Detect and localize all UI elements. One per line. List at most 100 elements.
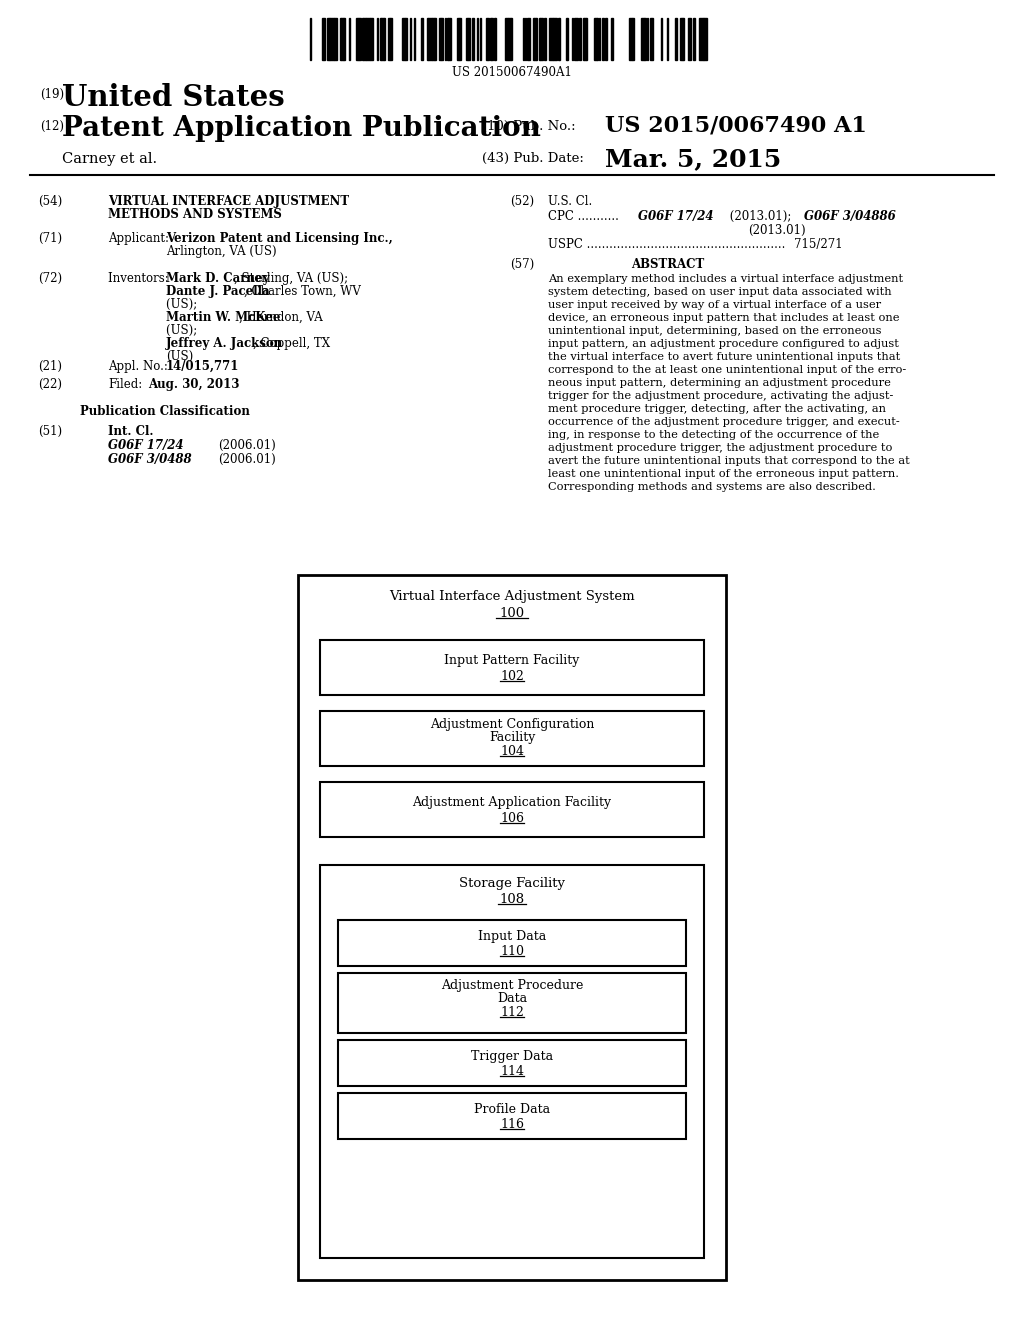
Bar — [584, 18, 586, 59]
Bar — [466, 18, 468, 59]
Bar — [486, 18, 489, 59]
Bar — [605, 18, 607, 59]
Text: 104: 104 — [500, 744, 524, 758]
Text: 112: 112 — [500, 1006, 524, 1019]
Text: the virtual interface to avert future unintentional inputs that: the virtual interface to avert future un… — [548, 352, 900, 362]
Text: METHODS AND SYSTEMS: METHODS AND SYSTEMS — [108, 209, 282, 220]
Bar — [549, 18, 553, 59]
Bar — [594, 18, 597, 59]
Bar — [366, 18, 370, 59]
Text: Adjustment Application Facility: Adjustment Application Facility — [413, 796, 611, 809]
Text: Filed:: Filed: — [108, 378, 142, 391]
Text: Profile Data: Profile Data — [474, 1104, 550, 1115]
Text: (19): (19) — [40, 88, 65, 102]
Text: (2006.01): (2006.01) — [218, 440, 275, 451]
Text: Trigger Data: Trigger Data — [471, 1049, 553, 1063]
Bar — [705, 18, 707, 59]
Text: ment procedure trigger, detecting, after the activating, an: ment procedure trigger, detecting, after… — [548, 404, 886, 414]
Bar — [540, 18, 543, 59]
Text: unintentional input, determining, based on the erroneous: unintentional input, determining, based … — [548, 326, 882, 337]
Bar — [699, 18, 703, 59]
Bar — [341, 18, 343, 59]
Text: (12): (12) — [40, 120, 63, 133]
Text: Patent Application Publication: Patent Application Publication — [62, 115, 541, 143]
Bar — [322, 18, 325, 59]
Text: Martin W. McKee: Martin W. McKee — [166, 312, 281, 323]
Text: Inventors:: Inventors: — [108, 272, 172, 285]
Text: occurrence of the adjustment procedure trigger, and execut-: occurrence of the adjustment procedure t… — [548, 417, 900, 426]
Text: Appl. No.:: Appl. No.: — [108, 360, 172, 374]
Text: (72): (72) — [38, 272, 62, 285]
Text: CPC ...........: CPC ........... — [548, 210, 623, 223]
Text: (US);: (US); — [166, 323, 201, 337]
Bar — [468, 18, 470, 59]
Text: Mar. 5, 2015: Mar. 5, 2015 — [605, 147, 781, 172]
Bar — [650, 18, 653, 59]
Bar — [381, 18, 384, 59]
Bar — [505, 18, 508, 59]
Bar — [432, 18, 434, 59]
Text: input pattern, an adjustment procedure configured to adjust: input pattern, an adjustment procedure c… — [548, 339, 899, 348]
Bar — [441, 18, 443, 59]
Text: device, an erroneous input pattern that includes at least one: device, an erroneous input pattern that … — [548, 313, 899, 323]
Text: 110: 110 — [500, 945, 524, 958]
Bar — [490, 18, 493, 59]
Bar — [330, 18, 334, 59]
Text: Verizon Patent and Licensing Inc.,: Verizon Patent and Licensing Inc., — [166, 232, 393, 246]
Text: Publication Classification: Publication Classification — [80, 405, 250, 418]
Bar — [602, 18, 604, 59]
Text: Corresponding methods and systems are also described.: Corresponding methods and systems are al… — [548, 482, 876, 492]
Bar — [553, 18, 557, 59]
Text: Jeffrey A. Jackson: Jeffrey A. Jackson — [166, 337, 284, 350]
Text: VIRTUAL INTERFACE ADJUSTMENT: VIRTUAL INTERFACE ADJUSTMENT — [108, 195, 349, 209]
Bar — [362, 18, 366, 59]
Text: (22): (22) — [38, 378, 62, 391]
Text: (US): (US) — [166, 350, 194, 363]
Text: , Sterling, VA (US);: , Sterling, VA (US); — [233, 272, 348, 285]
Text: (2013.01): (2013.01) — [748, 224, 806, 238]
Text: neous input pattern, determining an adjustment procedure: neous input pattern, determining an adju… — [548, 378, 891, 388]
Bar — [457, 18, 459, 59]
Bar — [428, 18, 432, 59]
Bar — [338, 1040, 686, 1086]
Bar — [334, 18, 337, 59]
Text: (71): (71) — [38, 232, 62, 246]
Bar — [338, 1093, 686, 1139]
Text: Aug. 30, 2013: Aug. 30, 2013 — [148, 378, 240, 391]
Text: Data: Data — [497, 993, 527, 1005]
Text: USPC .....................................................: USPC ...................................… — [548, 238, 785, 251]
Bar — [641, 18, 644, 59]
Text: US 2015/0067490 A1: US 2015/0067490 A1 — [605, 115, 867, 137]
Bar — [319, 781, 705, 837]
Text: Input Pattern Facility: Input Pattern Facility — [444, 653, 580, 667]
Bar — [298, 576, 726, 1280]
Text: (52): (52) — [510, 195, 535, 209]
Bar — [459, 18, 461, 59]
Bar — [319, 711, 705, 766]
Bar — [359, 18, 361, 59]
Text: Arlington, VA (US): Arlington, VA (US) — [166, 246, 276, 257]
Text: (2006.01): (2006.01) — [218, 453, 275, 466]
Bar — [388, 18, 390, 59]
Text: 100: 100 — [500, 607, 524, 620]
Text: U.S. Cl.: U.S. Cl. — [548, 195, 592, 209]
Bar — [319, 640, 705, 696]
Text: 14/015,771: 14/015,771 — [166, 360, 240, 374]
Text: Input Data: Input Data — [478, 931, 546, 942]
Text: Carney et al.: Carney et al. — [62, 152, 157, 166]
Text: (43) Pub. Date:: (43) Pub. Date: — [482, 152, 584, 165]
Bar — [402, 18, 406, 59]
Text: least one unintentional input of the erroneous input pattern.: least one unintentional input of the err… — [548, 469, 899, 479]
Bar — [544, 18, 546, 59]
Text: adjustment procedure trigger, the adjustment procedure to: adjustment procedure trigger, the adjust… — [548, 444, 892, 453]
Text: 715/271: 715/271 — [794, 238, 843, 251]
Bar — [693, 18, 695, 59]
Text: 108: 108 — [500, 894, 524, 906]
Text: , Coppell, TX: , Coppell, TX — [253, 337, 331, 350]
Text: An exemplary method includes a virtual interface adjustment: An exemplary method includes a virtual i… — [548, 275, 903, 284]
Text: Mark D. Carney: Mark D. Carney — [166, 272, 269, 285]
Bar — [449, 18, 451, 59]
Bar — [310, 16, 710, 66]
Text: (US);: (US); — [166, 298, 201, 312]
Text: 116: 116 — [500, 1118, 524, 1131]
